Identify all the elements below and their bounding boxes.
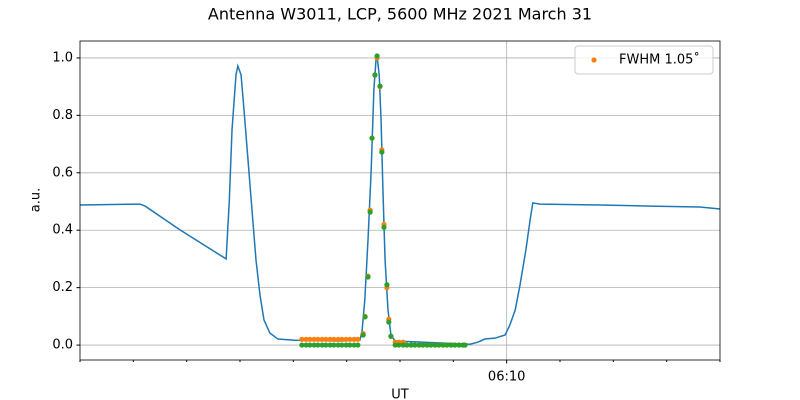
y-tick-label: 0.8 <box>52 108 73 123</box>
data-point <box>408 342 414 348</box>
data-point <box>369 135 375 141</box>
data-point <box>392 342 398 348</box>
legend-box <box>574 45 714 75</box>
data-point <box>327 342 333 348</box>
data-point <box>311 336 317 342</box>
data-point <box>444 342 450 348</box>
data-point <box>428 342 434 348</box>
data-point <box>327 336 333 342</box>
data-point <box>400 342 406 348</box>
data-point <box>307 342 313 348</box>
data-point <box>374 53 380 59</box>
data-point <box>355 342 361 348</box>
data-point <box>365 274 371 280</box>
data-point <box>384 282 390 288</box>
data-point <box>311 342 317 348</box>
data-point <box>299 342 305 348</box>
data-point <box>307 336 313 342</box>
data-point <box>440 342 446 348</box>
data-point <box>335 336 341 342</box>
y-tick-label: 0.6 <box>52 165 73 180</box>
data-point <box>396 342 402 348</box>
data-point <box>381 224 387 230</box>
data-point <box>388 333 394 339</box>
data-point <box>372 72 378 78</box>
data-point <box>303 342 309 348</box>
data-point <box>456 342 462 348</box>
x-tick-label: 06:10 <box>488 370 525 385</box>
data-point <box>319 342 325 348</box>
data-point <box>299 336 305 342</box>
data-point <box>448 342 454 348</box>
data-point <box>319 336 325 342</box>
legend-marker <box>591 57 597 63</box>
data-point <box>331 342 337 348</box>
plot-frame <box>79 40 721 361</box>
data-point <box>367 209 373 215</box>
data-point <box>452 342 458 348</box>
data-point <box>315 342 321 348</box>
y-axis-label: a.u. <box>29 188 44 212</box>
data-point <box>351 336 357 342</box>
data-point <box>339 342 345 348</box>
data-point <box>335 342 341 348</box>
data-point <box>416 342 422 348</box>
data-point <box>343 342 349 348</box>
data-point <box>323 342 329 348</box>
y-tick-label: 0.2 <box>52 280 73 295</box>
data-point <box>420 342 426 348</box>
data-point <box>360 332 366 338</box>
data-point <box>412 342 418 348</box>
data-point <box>404 342 410 348</box>
data-point <box>355 336 361 342</box>
data-point <box>343 336 349 342</box>
data-line <box>79 55 721 345</box>
data-point <box>323 336 329 342</box>
data-point <box>339 336 345 342</box>
legend-label: FWHM 1.05˚ <box>619 52 700 68</box>
y-tick-label: 0.0 <box>52 338 73 353</box>
data-point <box>379 149 385 155</box>
data-point <box>315 336 321 342</box>
data-point <box>362 314 368 320</box>
data-point <box>377 83 383 89</box>
data-point <box>347 342 353 348</box>
data-point <box>462 342 468 348</box>
data-point <box>424 342 430 348</box>
data-point <box>351 342 357 348</box>
data-point <box>432 342 438 348</box>
data-point <box>303 336 309 342</box>
data-point <box>347 336 353 342</box>
x-axis-label: UT <box>391 388 409 400</box>
y-tick-label: 1.0 <box>52 50 73 65</box>
data-point <box>436 342 442 348</box>
data-point <box>386 319 392 325</box>
chart-title: Antenna W3011, LCP, 5600 MHz 2021 March … <box>208 5 592 24</box>
data-point <box>331 336 337 342</box>
y-tick-label: 0.4 <box>52 223 73 238</box>
